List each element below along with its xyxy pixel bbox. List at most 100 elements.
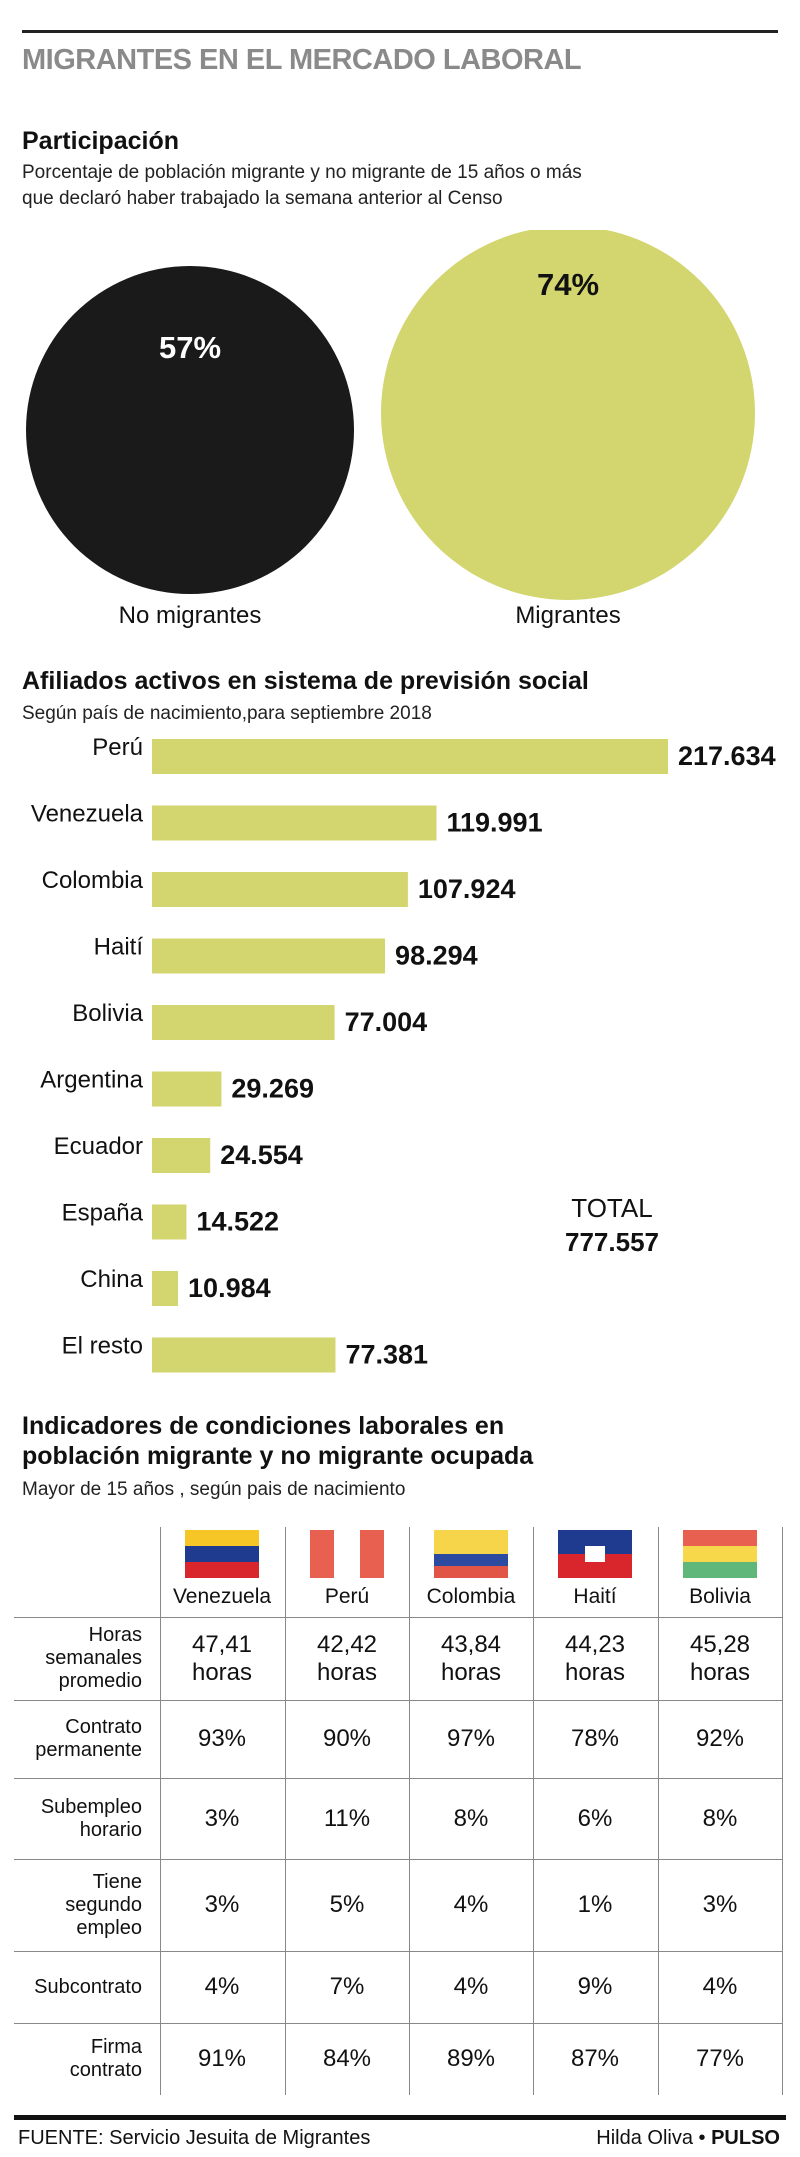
bar xyxy=(152,739,668,774)
total-label: TOTAL xyxy=(571,1193,653,1223)
bar-category-label: España xyxy=(62,1200,144,1227)
total-value: 777.557 xyxy=(565,1227,659,1257)
indicators-title-line1: Indicadores de condiciones laborales en xyxy=(22,1412,505,1440)
bar-category-label: Bolivia xyxy=(72,1000,143,1027)
affiliates-bar-chart: Perú 217.634 Venezuela 119.991 Colombia 107.9… xyxy=(31,734,776,1373)
participation-circles: 57% No migrantes 74% Migrantes xyxy=(26,230,755,629)
table-cell: 44,23 horas xyxy=(564,1630,626,1686)
table-cell: 4% xyxy=(204,1973,240,2000)
flag-stripe xyxy=(434,1566,508,1578)
credit-separator: • xyxy=(698,2127,706,2149)
participation-subtitle-line2: que declaró haber trabajado la semana an… xyxy=(22,188,503,209)
column-divider xyxy=(533,1527,534,2095)
bar xyxy=(152,1271,179,1306)
column-header: Perú xyxy=(324,1585,370,1608)
table-cell: 91% xyxy=(197,2045,247,2072)
colombia-flag-icon xyxy=(434,1530,508,1578)
bar-category-label: Haití xyxy=(94,934,144,961)
bar-value-label: 217.634 xyxy=(678,741,776,771)
bar-category-label: Venezuela xyxy=(31,801,144,828)
bar-value-label: 119.991 xyxy=(446,808,542,838)
circle-value-1: 74% xyxy=(537,267,599,302)
table-cell: 3% xyxy=(204,1891,240,1918)
row-divider xyxy=(14,1859,782,1860)
table-cell: 8% xyxy=(453,1804,489,1832)
bar-value-label: 107.924 xyxy=(418,874,516,904)
bar xyxy=(152,872,408,907)
table-cell: 47,41 horas xyxy=(191,1630,253,1686)
flag-stripe xyxy=(185,1546,259,1562)
bar-category-label: Colombia xyxy=(42,867,144,894)
column-divider xyxy=(160,1527,161,2095)
table-cell: 3% xyxy=(702,1891,738,1918)
bar-category-label: Ecuador xyxy=(54,1133,143,1160)
table-cell: 87% xyxy=(570,2045,620,2072)
table-cell: 42,42 horas xyxy=(316,1630,378,1686)
row-label: Subcontrato xyxy=(34,1975,142,1998)
author-name: Hilda Oliva xyxy=(596,2127,693,2149)
bar xyxy=(152,1005,335,1040)
column-divider xyxy=(285,1527,286,2095)
flag-stripe xyxy=(185,1530,259,1546)
table-cell: 11% xyxy=(323,1804,371,1832)
column-header: Bolivia xyxy=(689,1585,751,1608)
table-cell: 6% xyxy=(577,1804,613,1832)
table-cell: 78% xyxy=(570,1725,620,1752)
flag-stripe xyxy=(334,1530,360,1578)
table-cell: 1% xyxy=(577,1891,613,1918)
flag-emblem xyxy=(585,1546,605,1562)
participation-title: Participación xyxy=(22,127,179,155)
row-divider xyxy=(14,1700,782,1701)
bar-value-label: 77.381 xyxy=(345,1340,428,1370)
flag-stripe xyxy=(683,1546,757,1562)
flag-stripe xyxy=(185,1562,259,1578)
table-cell: 84% xyxy=(322,2045,372,2072)
peru-flag-icon xyxy=(310,1530,384,1578)
bar-value-label: 77.004 xyxy=(345,1007,428,1037)
row-divider xyxy=(14,2023,782,2024)
row-divider xyxy=(14,1951,782,1952)
indicators-title-line2: población migrante y no migrante ocupada xyxy=(22,1442,534,1470)
circle-value-0: 57% xyxy=(159,330,221,365)
circle-label-1: Migrantes xyxy=(515,602,620,629)
bar-category-label: Argentina xyxy=(40,1067,143,1094)
bottom-rule xyxy=(14,2115,786,2120)
row-label: Contrato permanente xyxy=(35,1716,142,1761)
circle-1 xyxy=(381,230,755,600)
table-cell: 43,84 horas xyxy=(440,1630,502,1686)
table-cell: 9% xyxy=(577,1973,613,2000)
bar xyxy=(152,938,386,974)
credit: Hilda Oliva • PULSO xyxy=(596,2127,780,2150)
bar-category-label: El resto xyxy=(62,1333,143,1360)
flag-stripe xyxy=(434,1554,508,1566)
table-cell: 4% xyxy=(453,1973,489,2000)
flag-stripe xyxy=(683,1530,757,1546)
bar xyxy=(152,1138,211,1173)
column-divider xyxy=(409,1527,410,2095)
table-cell: 93% xyxy=(197,1725,247,1752)
row-label: Subempleo horario xyxy=(40,1795,142,1841)
row-divider xyxy=(14,1778,782,1779)
table-cell: 90% xyxy=(322,1725,372,1752)
bar-category-label: China xyxy=(80,1266,143,1293)
bar xyxy=(152,1204,187,1240)
table-cell: 97% xyxy=(446,1725,496,1752)
circle-0 xyxy=(26,266,354,594)
flag-stripe xyxy=(310,1530,335,1578)
column-divider xyxy=(658,1527,659,2095)
table-cell: 3% xyxy=(204,1804,240,1832)
circle-label-0: No migrantes xyxy=(119,602,262,629)
source-note: FUENTE: Servicio Jesuita de Migrantes xyxy=(18,2127,371,2149)
bar xyxy=(152,1071,222,1107)
table-cell: 77% xyxy=(695,2045,745,2072)
row-label: Tiene segundo empleo xyxy=(65,1870,142,1939)
column-divider xyxy=(782,1527,783,2095)
affiliates-subtitle: Según país de nacimiento,para septiembre… xyxy=(22,703,432,724)
haiti-flag-icon xyxy=(558,1530,632,1578)
bar-value-label: 98.294 xyxy=(395,941,478,971)
row-label: Horas semanales promedio xyxy=(45,1624,142,1692)
brand-name: PULSO xyxy=(711,2127,780,2149)
table-cell: 45,28 horas xyxy=(689,1630,751,1686)
bar xyxy=(152,1337,336,1373)
